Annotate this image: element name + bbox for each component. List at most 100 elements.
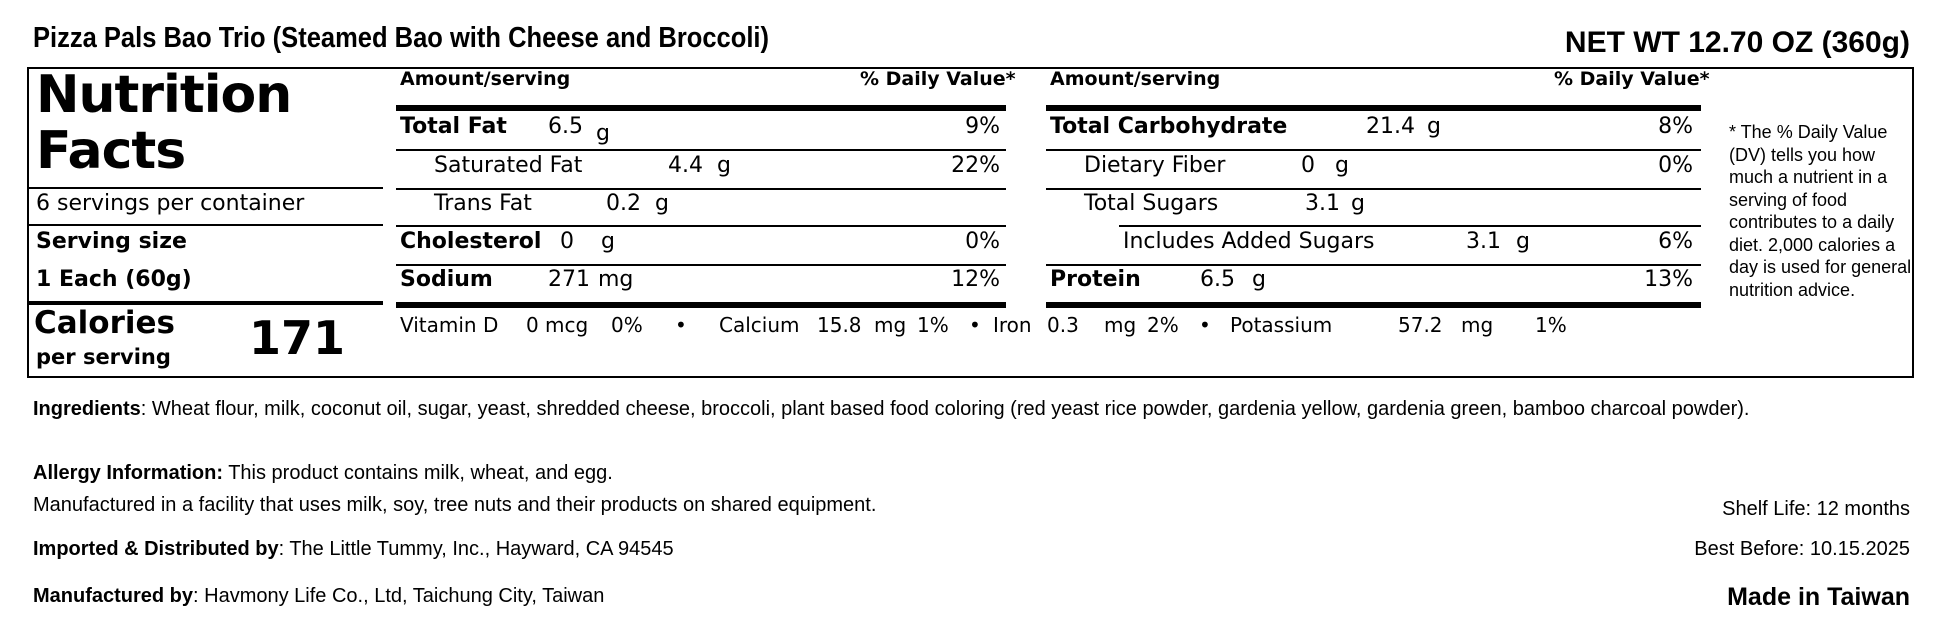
- shelf-life: Shelf Life: 12 months: [1722, 498, 1910, 520]
- trans-fat-unit: g: [655, 191, 669, 216]
- potassium-unit: mg: [1461, 313, 1494, 337]
- calories-label: Calories: [34, 305, 175, 341]
- potassium-dv: 1%: [1535, 313, 1567, 337]
- sodium-unit: mg: [598, 267, 634, 292]
- cholesterol-label: Cholesterol: [400, 229, 542, 254]
- ingredients-text: : Wheat flour, milk, coconut oil, sugar,…: [140, 398, 1750, 420]
- dietary-fiber-label: Dietary Fiber: [1084, 153, 1226, 178]
- protein-label: Protein: [1050, 267, 1141, 292]
- total-sugars-label: Total Sugars: [1084, 191, 1219, 216]
- total-carbohydrate-dv: 8%: [1658, 114, 1693, 139]
- country-of-origin: Made in Taiwan: [1727, 583, 1910, 611]
- allergy-label: Allergy Information:: [33, 462, 224, 484]
- saturated-fat-value: 4.4: [668, 153, 703, 178]
- divider: [396, 225, 1006, 227]
- total-fat-dv: 9%: [965, 114, 1000, 139]
- ingredients: Ingredients: Wheat flour, milk, coconut …: [33, 397, 1913, 422]
- serving-size-value: 1 Each (60g): [36, 267, 192, 292]
- nutrition-facts-heading: Nutrition Facts: [36, 65, 292, 181]
- thick-divider: [396, 105, 1006, 111]
- servings-per-container: 6 servings per container: [36, 191, 305, 216]
- importer-info: Imported & Distributed by: The Little Tu…: [33, 538, 674, 561]
- vitamin-d-label: Vitamin D: [400, 313, 499, 337]
- trans-fat-label: Trans Fat: [434, 191, 532, 216]
- calcium-label: Calcium: [719, 313, 800, 337]
- thick-divider: [1046, 105, 1701, 111]
- importer-label: Imported & Distributed by: [33, 538, 279, 560]
- saturated-fat-unit: g: [717, 153, 731, 178]
- added-sugars-unit: g: [1516, 229, 1530, 254]
- divider: [29, 224, 383, 226]
- trans-fat-value: 0.2: [606, 191, 641, 216]
- net-weight: NET WT 12.70 OZ (360g): [1564, 26, 1910, 59]
- added-sugars-dv: 6%: [1658, 229, 1693, 254]
- calcium-value: 15.8: [817, 313, 862, 337]
- cholesterol-dv: 0%: [965, 229, 1000, 254]
- daily-value-footnote: * The % Daily Value (DV) tells you how m…: [1729, 122, 1912, 300]
- daily-value-header: % Daily Value*: [1554, 68, 1710, 90]
- added-sugars-value: 3.1: [1466, 229, 1501, 254]
- divider: [396, 264, 1006, 266]
- thick-divider: [1046, 302, 1701, 308]
- saturated-fat-label: Saturated Fat: [434, 153, 583, 178]
- iron-label: Iron: [993, 313, 1032, 337]
- total-sugars-value: 3.1: [1305, 191, 1340, 216]
- vitamin-d-value: 0: [526, 313, 539, 337]
- potassium-label: Potassium: [1230, 313, 1333, 337]
- calcium-unit: mg: [874, 313, 907, 337]
- allergy-text: This product contains milk, wheat, and e…: [223, 462, 613, 484]
- product-title: Pizza Pals Bao Trio (Steamed Bao with Ch…: [33, 22, 770, 54]
- cholesterol-unit: g: [601, 229, 615, 254]
- protein-dv: 13%: [1644, 267, 1693, 292]
- divider: [1046, 188, 1701, 190]
- daily-value-header: % Daily Value*: [860, 68, 1016, 90]
- dietary-fiber-value: 0: [1301, 153, 1315, 178]
- ingredients-label: Ingredients: [33, 398, 141, 420]
- total-fat-unit: g: [596, 121, 610, 146]
- cholesterol-value: 0: [560, 229, 574, 254]
- saturated-fat-dv: 22%: [951, 153, 1000, 178]
- total-fat-value: 6.5: [548, 114, 583, 139]
- divider: [396, 149, 1006, 151]
- best-before-date: Best Before: 10.15.2025: [1694, 538, 1910, 560]
- divider: [1046, 149, 1701, 151]
- total-sugars-unit: g: [1351, 191, 1365, 216]
- nutrition-facts-panel: Nutrition Facts 6 servings per container…: [27, 67, 1914, 378]
- vitamin-d-dv: 0%: [611, 313, 643, 337]
- protein-unit: g: [1252, 267, 1266, 292]
- amount-serving-header: Amount/serving: [400, 68, 571, 90]
- calories-value: 171: [249, 311, 346, 365]
- bullet-separator: •: [675, 313, 687, 337]
- allergy-information: Allergy Information: This product contai…: [33, 462, 613, 485]
- added-sugars-label: Includes Added Sugars: [1123, 229, 1375, 254]
- divider: [1046, 264, 1701, 266]
- importer-text: : The Little Tummy, Inc., Hayward, CA 94…: [278, 538, 674, 560]
- divider: [29, 301, 383, 305]
- total-carbohydrate-value: 21.4: [1366, 114, 1415, 139]
- potassium-value: 57.2: [1398, 313, 1443, 337]
- iron-value: 0.3: [1047, 313, 1079, 337]
- thick-divider: [396, 302, 1006, 308]
- serving-size-label: Serving size: [36, 229, 187, 254]
- bullet-separator: •: [1199, 313, 1211, 337]
- iron-dv: 2%: [1147, 313, 1179, 337]
- facility-statement: Manufactured in a facility that uses mil…: [33, 494, 877, 516]
- sodium-label: Sodium: [400, 267, 493, 292]
- divider: [396, 188, 1006, 190]
- divider: [1119, 225, 1701, 227]
- bullet-separator: •: [969, 313, 981, 337]
- calories-per-serving: per serving: [36, 345, 171, 369]
- amount-serving-header: Amount/serving: [1050, 68, 1221, 90]
- divider: [29, 187, 383, 189]
- manufacturer-text: : Havmony Life Co., Ltd, Taichung City, …: [193, 585, 605, 607]
- iron-unit: mg: [1104, 313, 1137, 337]
- manufacturer-info: Manufactured by: Havmony Life Co., Ltd, …: [33, 585, 604, 608]
- dietary-fiber-dv: 0%: [1658, 153, 1693, 178]
- protein-value: 6.5: [1200, 267, 1235, 292]
- dietary-fiber-unit: g: [1335, 153, 1349, 178]
- total-fat-label: Total Fat: [400, 114, 507, 139]
- total-carbohydrate-unit: g: [1427, 114, 1441, 139]
- calcium-dv: 1%: [917, 313, 949, 337]
- sodium-value: 271: [548, 267, 590, 292]
- sodium-dv: 12%: [951, 267, 1000, 292]
